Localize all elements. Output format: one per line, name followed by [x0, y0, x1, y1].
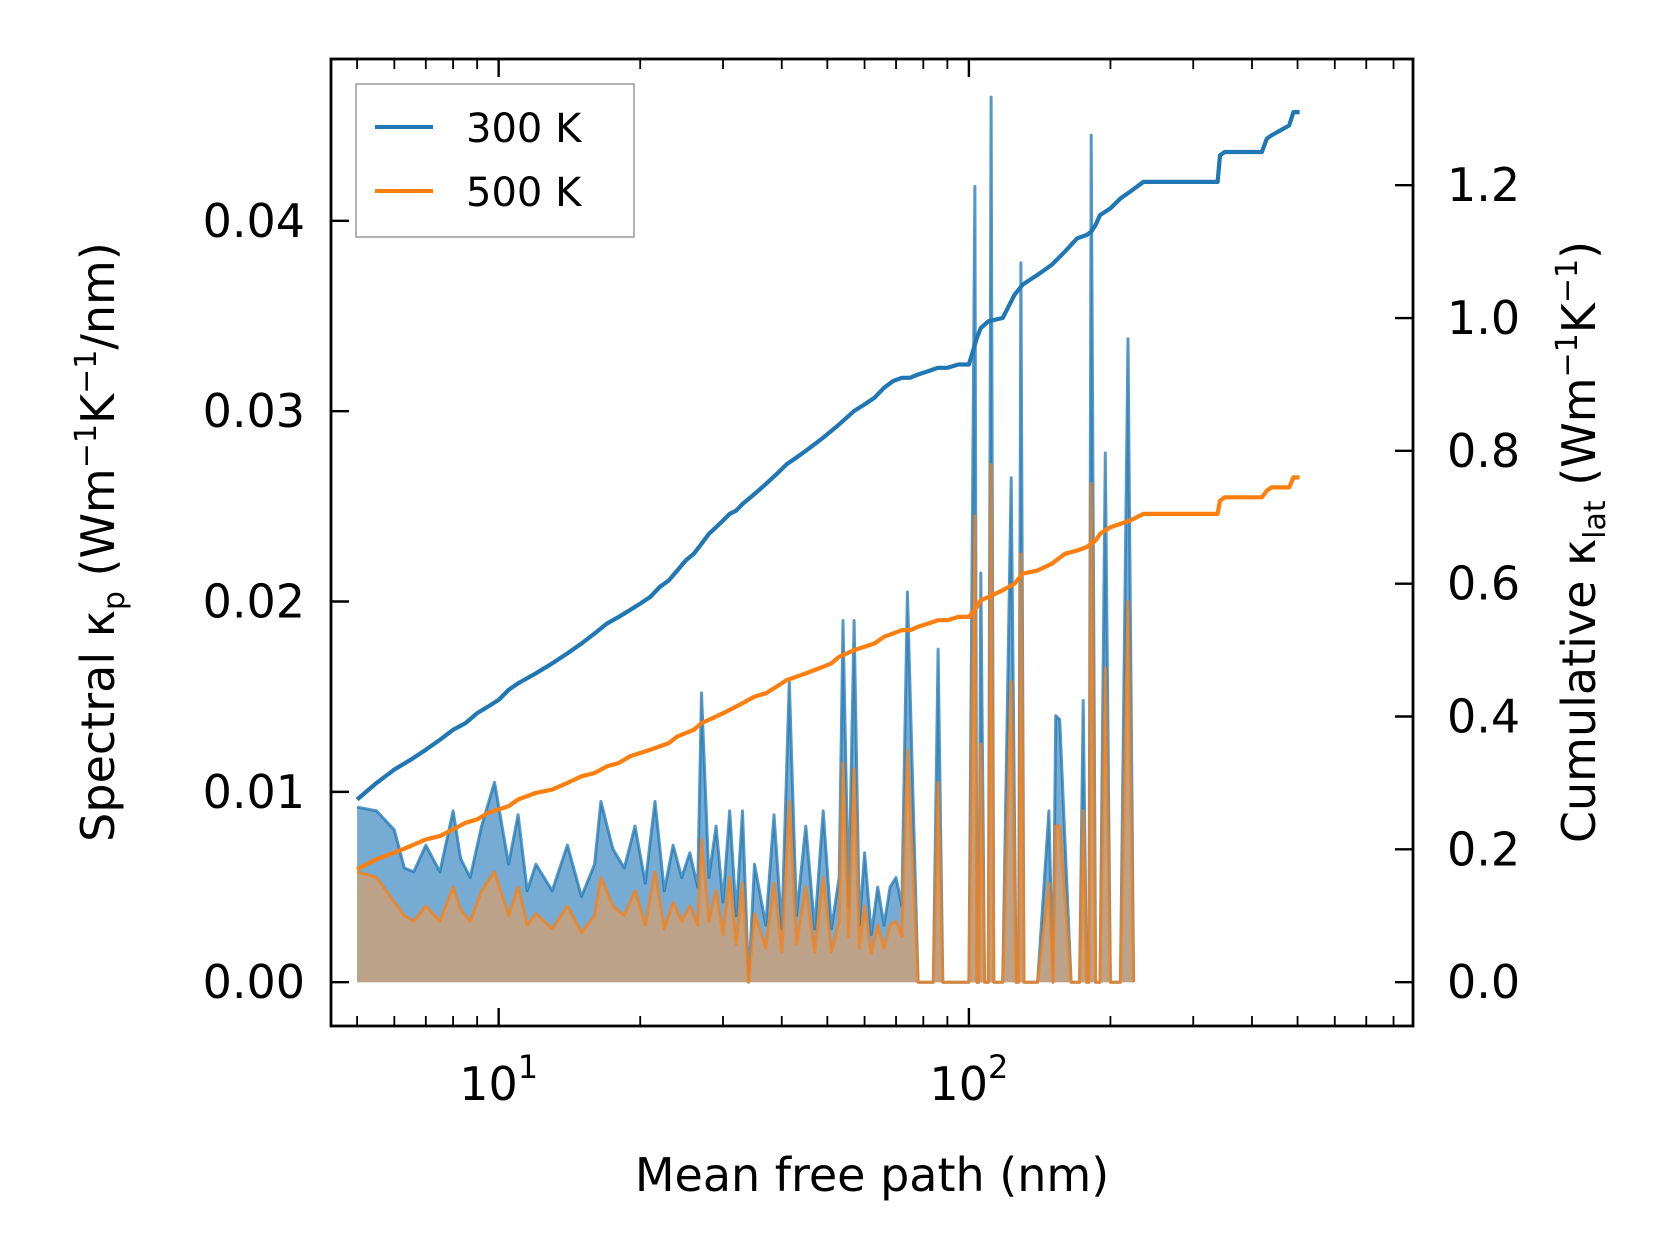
y-left-tick-label: 0.03 — [203, 384, 305, 438]
legend: 300 K 500 K — [355, 83, 635, 238]
x-tick-base: 10 — [929, 1057, 988, 1111]
y-left-tick-label: 0.00 — [203, 955, 305, 1009]
y-left-mid: K — [71, 392, 125, 424]
y-left-tick-label: 0.04 — [203, 194, 305, 248]
y-right-tick-label: 0.6 — [1447, 557, 1520, 611]
y-left-sup2: −1 — [69, 350, 104, 394]
y-right-mid: K — [1552, 301, 1606, 333]
plot-area — [355, 95, 1300, 984]
y-right-unit-post: ) — [1552, 241, 1606, 259]
x-tick-label: 102 — [929, 1048, 1008, 1111]
y-axis-title-left: Spectral κp (Wm−1K−1/nm) — [69, 242, 132, 842]
y-right-sup1: −1 — [1550, 333, 1585, 377]
spectral-line-500k — [356, 463, 1136, 984]
legend-label-300k: 300 K — [466, 106, 583, 152]
ticks: 0.00 0.01 0.02 0.03 0.04 0.0 0.2 0.4 0.6 0.8 1.0 1.… — [203, 59, 1520, 1111]
y-right-tick-label: 1.0 — [1447, 291, 1520, 345]
y-left-sup1: −1 — [69, 424, 104, 468]
cumulative-line-300k — [355, 110, 1300, 802]
y-axis-title-right: Cumulative κlat (Wm−1K−1) — [1550, 241, 1613, 843]
x-axis-title: Mean free path (nm) — [635, 1148, 1109, 1202]
x-tick-label: 101 — [459, 1048, 538, 1111]
y-right-sub: lat — [1578, 500, 1613, 539]
y-left-tick-label: 0.02 — [203, 575, 305, 629]
y-right-prefix: Cumulative κ — [1552, 539, 1606, 843]
legend-box — [355, 83, 635, 238]
cumulative-line-500k — [356, 475, 1300, 872]
y-left-sub: p — [97, 591, 132, 610]
y-right-tick-label: 0.0 — [1447, 955, 1520, 1009]
y-left-unit-pre: (Wm — [71, 468, 125, 591]
x-tick-base: 10 — [459, 1057, 518, 1111]
legend-label-500k: 500 K — [466, 170, 583, 216]
y-right-tick-label: 0.8 — [1447, 424, 1520, 478]
x-tick-exp: 1 — [518, 1048, 538, 1086]
y-left-tick-label: 0.01 — [203, 765, 305, 819]
plot-frame — [329, 57, 1415, 1028]
y-right-unit-pre: (Wm — [1552, 377, 1606, 500]
y-right-sup2: −1 — [1550, 259, 1585, 303]
x-tick-exp: 2 — [988, 1048, 1008, 1086]
axes — [329, 57, 1415, 1028]
y-right-tick-label: 1.2 — [1447, 158, 1520, 212]
y-right-tick-label: 0.4 — [1447, 690, 1520, 744]
spectral-line-300k — [356, 95, 1136, 984]
y-left-prefix: Spectral κ — [71, 610, 125, 842]
y-left-unit-post: /nm) — [71, 242, 125, 349]
y-right-tick-label: 0.2 — [1447, 822, 1520, 876]
